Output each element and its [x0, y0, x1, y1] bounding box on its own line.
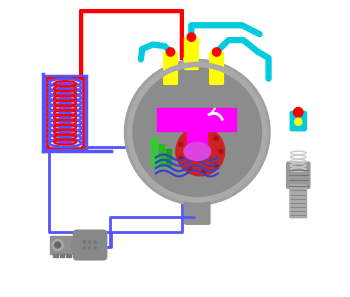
Ellipse shape	[188, 168, 192, 171]
Bar	[159, 144, 164, 166]
Circle shape	[94, 241, 96, 243]
Bar	[166, 149, 172, 166]
Bar	[47, 78, 83, 147]
Circle shape	[130, 64, 265, 200]
Circle shape	[166, 48, 175, 56]
Ellipse shape	[184, 143, 211, 160]
Bar	[187, 129, 207, 157]
FancyBboxPatch shape	[287, 162, 310, 188]
Bar	[151, 138, 156, 166]
Bar	[50, 80, 80, 146]
Ellipse shape	[202, 129, 206, 133]
Circle shape	[52, 240, 63, 250]
Ellipse shape	[188, 132, 192, 135]
Bar	[71, 242, 80, 248]
Circle shape	[294, 108, 303, 117]
Ellipse shape	[219, 150, 223, 153]
FancyBboxPatch shape	[60, 82, 71, 144]
Ellipse shape	[179, 143, 183, 146]
FancyBboxPatch shape	[290, 111, 306, 131]
Bar	[157, 108, 236, 131]
Circle shape	[89, 241, 91, 243]
Bar	[53, 254, 58, 257]
Bar	[44, 76, 86, 150]
Circle shape	[212, 48, 221, 56]
FancyBboxPatch shape	[184, 37, 198, 69]
Ellipse shape	[214, 136, 218, 140]
Circle shape	[83, 247, 86, 249]
FancyBboxPatch shape	[210, 52, 223, 84]
Ellipse shape	[202, 170, 206, 174]
Ellipse shape	[214, 163, 218, 167]
Circle shape	[94, 247, 96, 249]
Circle shape	[83, 241, 86, 243]
Circle shape	[187, 33, 196, 41]
FancyBboxPatch shape	[185, 202, 210, 224]
Circle shape	[89, 247, 91, 249]
FancyBboxPatch shape	[164, 52, 177, 84]
Circle shape	[192, 143, 209, 160]
FancyBboxPatch shape	[289, 125, 307, 167]
FancyBboxPatch shape	[74, 230, 107, 260]
Bar	[60, 254, 64, 257]
Circle shape	[125, 59, 270, 205]
Bar	[66, 254, 71, 257]
Bar	[50, 236, 72, 254]
Circle shape	[295, 118, 302, 125]
Ellipse shape	[179, 157, 183, 160]
Circle shape	[55, 242, 61, 248]
Circle shape	[176, 127, 225, 176]
FancyBboxPatch shape	[290, 185, 307, 218]
